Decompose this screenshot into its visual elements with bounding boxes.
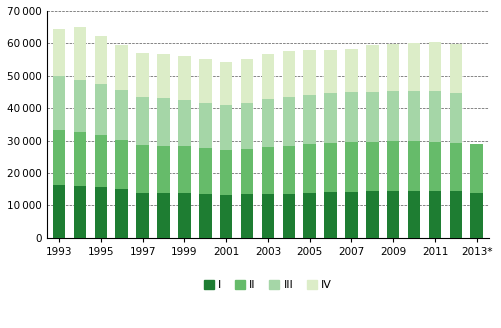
Bar	[95, 187, 107, 238]
Bar	[199, 195, 211, 238]
Bar	[53, 76, 65, 130]
Bar	[387, 91, 399, 141]
Bar	[387, 141, 399, 191]
Bar	[262, 99, 274, 147]
Bar	[408, 43, 420, 91]
Bar	[262, 54, 274, 99]
Bar	[157, 54, 170, 98]
Bar	[449, 191, 462, 238]
Bar	[95, 135, 107, 187]
Bar	[429, 191, 441, 238]
Bar	[74, 132, 86, 186]
Bar	[304, 193, 316, 238]
Bar	[408, 91, 420, 141]
Bar	[115, 140, 128, 189]
Bar	[304, 145, 316, 193]
Bar	[366, 142, 379, 191]
Bar	[220, 150, 232, 195]
Bar	[324, 50, 337, 93]
Bar	[408, 141, 420, 191]
Bar	[115, 189, 128, 238]
Bar	[74, 186, 86, 238]
Bar	[136, 145, 149, 194]
Bar	[241, 59, 254, 103]
Bar	[53, 185, 65, 238]
Bar	[199, 103, 211, 148]
Bar	[136, 194, 149, 238]
Bar	[429, 91, 441, 142]
Bar	[115, 90, 128, 140]
Bar	[157, 194, 170, 238]
Bar	[387, 44, 399, 91]
Bar	[115, 45, 128, 90]
Bar	[324, 143, 337, 192]
Bar	[199, 148, 211, 195]
Bar	[199, 59, 211, 103]
Bar	[366, 92, 379, 142]
Bar	[136, 97, 149, 145]
Bar	[324, 192, 337, 238]
Bar	[74, 27, 86, 80]
Bar	[241, 195, 254, 238]
Bar	[220, 105, 232, 150]
Bar	[470, 194, 483, 238]
Bar	[470, 144, 483, 194]
Bar	[387, 191, 399, 238]
Bar	[366, 45, 379, 92]
Bar	[304, 51, 316, 95]
Bar	[220, 195, 232, 238]
Bar	[95, 84, 107, 135]
Bar	[449, 92, 462, 143]
Bar	[449, 143, 462, 191]
Bar	[241, 149, 254, 195]
Bar	[345, 92, 358, 142]
Bar	[408, 191, 420, 238]
Bar	[283, 194, 295, 238]
Bar	[53, 29, 65, 76]
Bar	[178, 193, 191, 238]
Bar	[283, 97, 295, 146]
Bar	[283, 146, 295, 194]
Bar	[304, 95, 316, 145]
Bar	[178, 146, 191, 193]
Bar	[345, 49, 358, 92]
Bar	[95, 35, 107, 84]
Bar	[262, 147, 274, 194]
Bar	[157, 146, 170, 194]
Bar	[262, 194, 274, 238]
Bar	[178, 100, 191, 146]
Bar	[220, 62, 232, 105]
Legend: I, II, III, IV: I, II, III, IV	[199, 275, 337, 295]
Bar	[449, 44, 462, 92]
Bar	[74, 80, 86, 132]
Bar	[157, 98, 170, 146]
Bar	[283, 51, 295, 97]
Bar	[53, 130, 65, 185]
Bar	[429, 142, 441, 191]
Bar	[241, 103, 254, 149]
Bar	[345, 142, 358, 192]
Bar	[324, 93, 337, 143]
Bar	[178, 56, 191, 100]
Bar	[345, 192, 358, 238]
Bar	[366, 191, 379, 238]
Bar	[429, 42, 441, 91]
Bar	[136, 53, 149, 97]
